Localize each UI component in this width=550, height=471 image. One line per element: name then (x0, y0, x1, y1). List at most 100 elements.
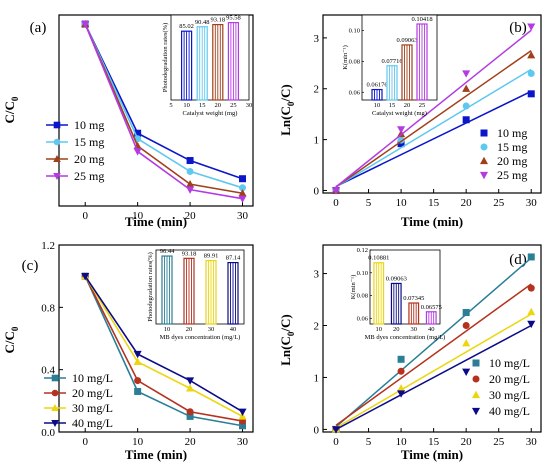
y-axis-title-main: Ln(C (278, 106, 293, 136)
legend-marker (472, 359, 480, 367)
plot-frame (58, 244, 254, 433)
series-line (84, 23, 243, 195)
legend-label: 20 mg/L (489, 372, 530, 386)
x-tick-label: 10 (132, 436, 144, 448)
inset-chart: 10 20 30 40 96.44 93.18 89.91 87.14 Photodegrada… (147, 248, 245, 341)
data-point (186, 408, 194, 416)
x-tick-label: 5 (366, 197, 372, 209)
legend-label: 25 mg (497, 168, 527, 182)
data-point (133, 357, 142, 366)
series-line (84, 275, 243, 418)
y-tick-label: 3 (314, 33, 320, 45)
y-axis-title: C/C0 (2, 326, 20, 353)
legend: 10 mg/L 20 mg/L 30 mg/L 40 mg/L (471, 356, 530, 418)
legend-marker (51, 374, 59, 382)
legend: 10 mg 15 mg 20 mg 25 mg (46, 118, 104, 183)
inset-bar-label: 0.06176 (366, 82, 388, 89)
y-axis-title-sub: 0 (10, 96, 20, 101)
inset-y-axis-title: Photodegradation rates(%) (147, 252, 154, 322)
x-tick-label: 5 (366, 436, 372, 448)
legend-label: 40 mg/L (489, 404, 530, 418)
x-tick-label: 0 (333, 436, 339, 448)
inset-y-axis-title: K(min⁻¹) (350, 275, 357, 300)
inset-x-tick-label: 5 (169, 102, 172, 109)
inset-x-tick-label: 15 (389, 102, 396, 109)
legend-marker (53, 138, 61, 146)
y-tick-label: 0.4 (41, 365, 55, 377)
inset-y-tick-label: 0.08 (349, 58, 360, 65)
x-axis-title: Time (min) (401, 447, 463, 462)
legend-label: 10 mg/L (489, 356, 530, 370)
inset-x-tick-label: 10 (183, 102, 190, 109)
inset-y-tick-label: 0.10 (357, 270, 368, 277)
x-tick-label: 20 (185, 436, 197, 448)
data-point (462, 338, 471, 347)
legend-marker (51, 389, 59, 397)
legend-marker (51, 404, 59, 411)
x-axis-title: Time (min) (125, 447, 187, 462)
inset-bar-label: 0.10881 (368, 255, 389, 262)
legend-label: 30 mg/L (489, 388, 530, 402)
data-point (527, 253, 535, 261)
y-axis-title-main: Ln(C (278, 336, 293, 366)
data-point (527, 50, 536, 59)
x-tick-label: 10 (132, 210, 144, 222)
inset-x-tick-label: 40 (428, 326, 435, 333)
fit-line (335, 313, 532, 429)
data-point (462, 116, 470, 124)
data-point (397, 140, 405, 148)
inset-y-axis-title: Photodegradation rates(%) (162, 23, 169, 93)
inset-bar-label: 0.07716 (381, 58, 403, 65)
y-axis-title: Ln(C0/C) (278, 314, 296, 365)
fit-line (335, 68, 532, 188)
panel-label: (d) (509, 252, 527, 268)
data-point (186, 186, 195, 194)
series-3 (331, 320, 536, 434)
series-3 (81, 273, 247, 416)
legend-marker (53, 121, 61, 129)
y-axis-title-sub: 0 (286, 101, 296, 106)
data-point (186, 377, 195, 385)
data-point (81, 20, 90, 29)
panel-label: (b) (509, 20, 527, 36)
data-point (186, 179, 195, 188)
inset-bar-label: 0.09063 (396, 37, 417, 44)
inset-x-tick-label: 20 (393, 326, 400, 333)
inset-x-tick-label: 20 (404, 102, 411, 109)
fit-line (335, 283, 532, 426)
data-point (238, 189, 247, 197)
data-point (238, 408, 247, 416)
x-tick-label: 15 (428, 436, 440, 448)
series-line (84, 275, 243, 422)
legend-marker (480, 143, 488, 151)
series-3 (331, 23, 536, 195)
inset-x-tick-label: 10 (374, 102, 381, 109)
data-point (238, 195, 247, 203)
data-point (397, 390, 406, 398)
data-point (462, 70, 471, 78)
y-tick-label: 2 (314, 321, 320, 333)
legend-label: 15 mg (497, 140, 527, 154)
data-point (397, 367, 405, 375)
legend-label: 10 mg/L (72, 371, 113, 385)
series-line (84, 23, 243, 180)
panel-label: (c) (22, 258, 39, 274)
panel-label: (a) (30, 20, 47, 36)
fit-line (335, 29, 532, 188)
inset-y-tick-label: 0.12 (357, 247, 368, 254)
data-point (186, 384, 195, 392)
data-point (134, 387, 142, 395)
plot-frame (322, 244, 542, 433)
y-axis-title-end: /C) (278, 84, 293, 102)
series-line (84, 23, 243, 189)
legend: 10 mg/L20 mg/L30 mg/L40 mg/L (44, 371, 113, 430)
inset-bar-label: 87.14 (226, 255, 241, 262)
data-point (397, 384, 406, 392)
inset-y-tick-label: 0.06 (349, 89, 361, 96)
